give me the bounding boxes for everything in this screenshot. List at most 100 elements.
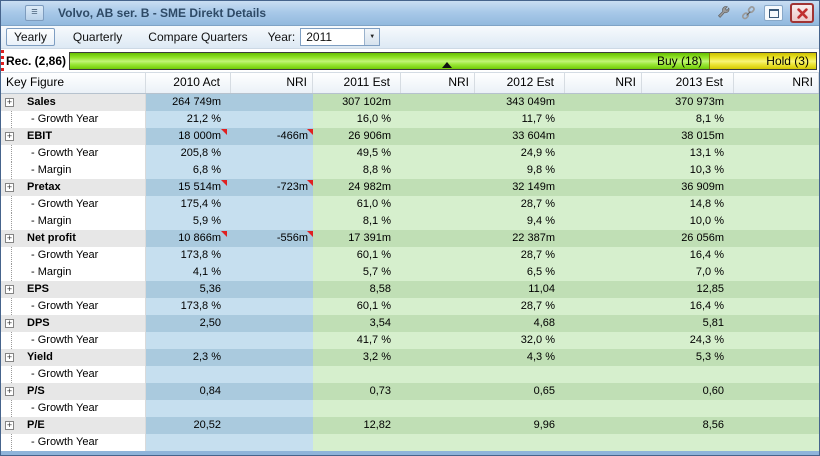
value-cell	[565, 145, 642, 162]
value-cell	[401, 196, 475, 213]
value-cell: 10 866m	[146, 230, 231, 247]
expand-icon[interactable]: +	[5, 284, 14, 294]
expand-icon[interactable]: +	[5, 131, 14, 141]
cell-value: 0,60	[702, 385, 724, 397]
value-cell	[231, 434, 313, 451]
value-cell: 8,8 %	[313, 162, 401, 179]
expand-icon[interactable]: +	[5, 233, 14, 243]
value-cell	[231, 111, 313, 128]
cell-value: 28,7 %	[520, 300, 555, 312]
link-icon[interactable]	[739, 5, 757, 21]
cell-value: 5,9 %	[192, 215, 221, 227]
value-cell	[734, 179, 819, 196]
value-cell: 22 387m	[475, 230, 565, 247]
key-figure-cell: + P/E	[1, 417, 146, 434]
column-header-2010-act: 2010 Act	[146, 73, 231, 93]
value-cell: 307 102m	[313, 94, 401, 111]
value-cell: 0,84	[146, 383, 231, 400]
value-cell: 60,1 %	[313, 298, 401, 315]
value-cell: 21,2 %	[146, 111, 231, 128]
value-cell	[313, 400, 401, 417]
value-cell	[734, 162, 819, 179]
value-cell	[565, 332, 642, 349]
key-figure-label: Sales	[27, 96, 56, 108]
window-menu-icon[interactable]: ≡	[25, 5, 44, 21]
value-cell: 15 514m	[146, 179, 231, 196]
key-figure-label: - Growth Year	[31, 436, 99, 448]
value-cell	[401, 298, 475, 315]
column-header-key-figure: Key Figure	[1, 73, 146, 93]
value-cell: 264 749m	[146, 94, 231, 111]
cell-value: 16,0 %	[356, 113, 391, 125]
expand-icon[interactable]: +	[5, 182, 14, 192]
value-cell: 60,1 %	[313, 247, 401, 264]
tree-line	[11, 434, 12, 451]
value-cell	[231, 383, 313, 400]
value-cell	[734, 383, 819, 400]
year-label: Year:	[267, 30, 296, 44]
window-title: Volvo, AB ser. B - SME Direkt Details	[58, 6, 267, 20]
tab-quarterly[interactable]: Quarterly	[72, 30, 123, 44]
table-row: - Growth Year	[1, 434, 819, 451]
value-cell: 28,7 %	[475, 196, 565, 213]
value-cell	[313, 366, 401, 383]
value-cell	[231, 162, 313, 179]
value-cell	[734, 145, 819, 162]
cell-value: 4,68	[533, 317, 555, 329]
expand-icon[interactable]: +	[5, 352, 14, 362]
expand-icon[interactable]: +	[5, 97, 14, 107]
minimize-icon[interactable]	[764, 5, 783, 21]
cell-value: 36 909m	[681, 181, 724, 193]
value-cell: 8,56	[642, 417, 734, 434]
comment-marker-icon	[221, 129, 227, 135]
close-icon[interactable]	[790, 3, 814, 23]
value-cell	[401, 111, 475, 128]
cell-value: 205,8 %	[180, 147, 221, 159]
column-header-nri: NRI	[231, 73, 313, 93]
value-cell: 16,0 %	[313, 111, 401, 128]
tab-compare-quarters[interactable]: Compare Quarters	[148, 30, 248, 44]
value-cell	[401, 94, 475, 111]
value-cell	[734, 196, 819, 213]
cell-value: 18 000m	[178, 130, 221, 142]
cell-value: 38 015m	[681, 130, 724, 142]
key-figure-cell: + Pretax	[1, 179, 146, 196]
expand-icon[interactable]: +	[5, 420, 14, 430]
value-cell	[231, 247, 313, 264]
cell-value: 9,4 %	[526, 215, 555, 227]
cell-value: 22 387m	[512, 232, 555, 244]
tree-line	[11, 366, 12, 383]
table-row: - Growth Year 175,4 % 61,0 % 28,7 % 14,8 %	[1, 196, 819, 213]
tree-line	[11, 400, 12, 417]
rec-label: Rec. (2,86)	[6, 53, 67, 68]
value-cell	[734, 417, 819, 434]
key-figure-label: - Margin	[31, 164, 72, 176]
chevron-down-icon[interactable]: ▼	[364, 29, 380, 45]
table-row: + EPS 5,36 8,58 11,04 12,85	[1, 281, 819, 298]
value-cell: 6,5 %	[475, 264, 565, 281]
column-header-2013-est: 2013 Est	[642, 73, 734, 93]
expand-icon[interactable]: +	[5, 318, 14, 328]
view-toolbar: Yearly Quarterly Compare Quarters Year: …	[1, 26, 819, 49]
table-row: + Pretax 15 514m -723m 24 982m 32 149m 36 909m	[1, 179, 819, 196]
cell-value: 8,58	[369, 283, 391, 295]
wrench-icon[interactable]	[714, 5, 732, 21]
cell-value: -723m	[276, 181, 308, 193]
cell-value: -556m	[276, 232, 308, 244]
tab-yearly[interactable]: Yearly	[6, 28, 55, 46]
key-figure-cell: - Growth Year	[1, 298, 146, 315]
cell-value: 0,84	[199, 385, 221, 397]
value-cell: 173,8 %	[146, 298, 231, 315]
value-cell	[565, 400, 642, 417]
value-cell	[146, 366, 231, 383]
year-dropdown[interactable]: 2011 ▼	[300, 28, 381, 46]
cell-value: 15 514m	[178, 181, 221, 193]
expand-icon[interactable]: +	[5, 386, 14, 396]
key-figure-label: - Growth Year	[31, 300, 99, 312]
key-figure-label: - Growth Year	[31, 334, 99, 346]
value-cell	[565, 111, 642, 128]
value-cell	[231, 315, 313, 332]
key-figure-label: Net profit	[27, 232, 76, 244]
value-cell	[565, 417, 642, 434]
